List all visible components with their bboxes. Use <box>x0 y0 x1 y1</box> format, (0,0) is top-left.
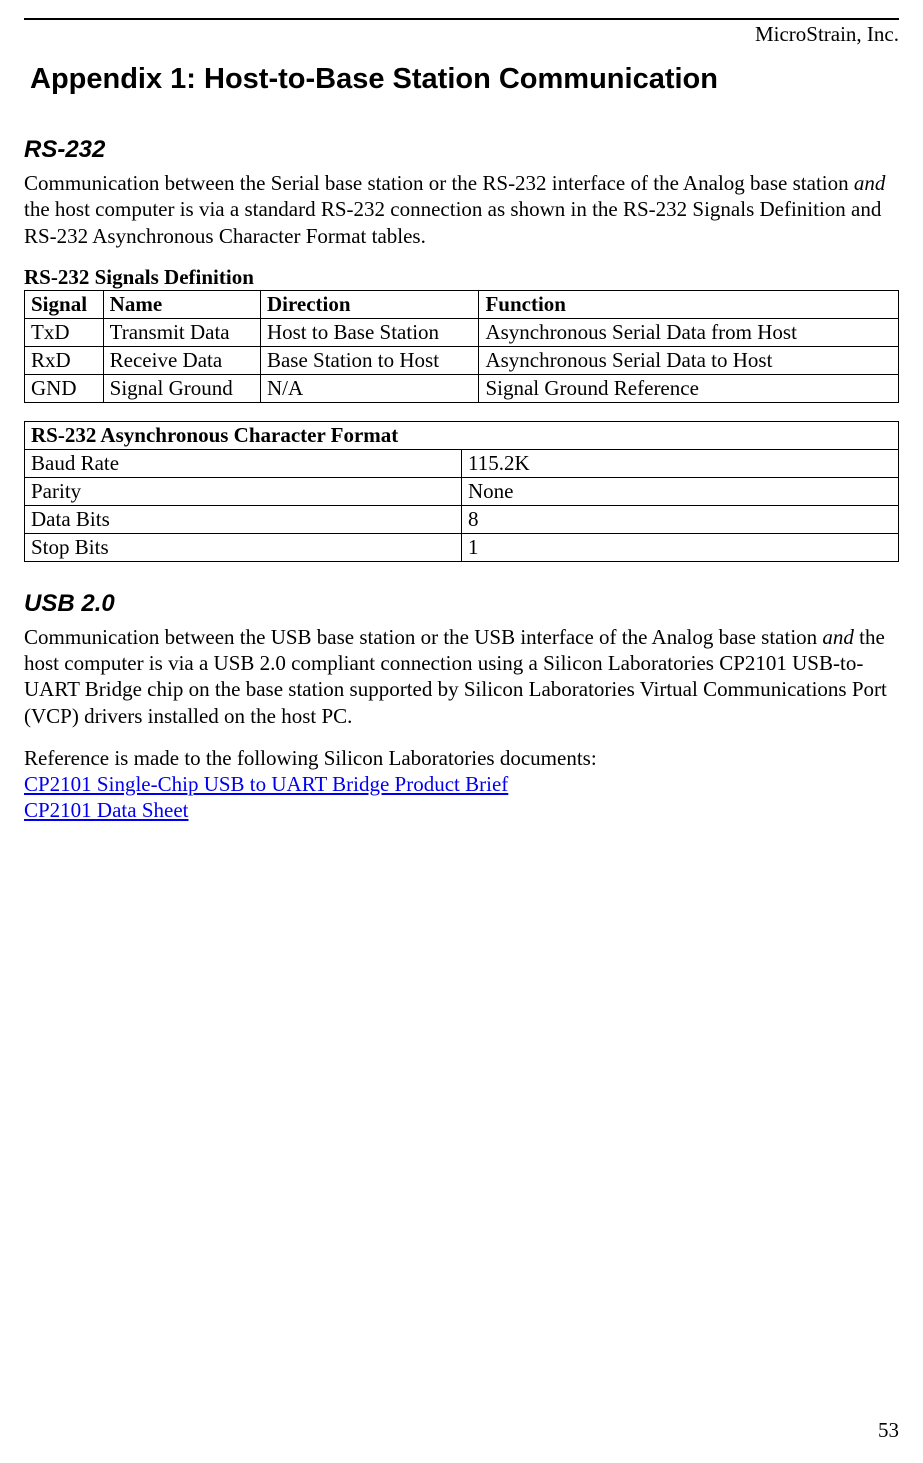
table-row: Stop Bits 1 <box>25 533 899 561</box>
link-cp2101-brief[interactable]: CP2101 Single-Chip USB to UART Bridge Pr… <box>24 772 508 796</box>
rs232-intro: Communication between the Serial base st… <box>24 170 899 249</box>
cell: Host to Base Station <box>260 318 479 346</box>
cell: Asynchronous Serial Data to Host <box>479 346 899 374</box>
table-row: Baud Rate 115.2K <box>25 449 899 477</box>
link-cp2101-datasheet[interactable]: CP2101 Data Sheet <box>24 798 188 822</box>
page-title: Appendix 1: Host-to-Base Station Communi… <box>30 63 899 96</box>
cell: Transmit Data <box>103 318 260 346</box>
usb-section: USB 2.0 Communication between the USB ba… <box>24 590 899 824</box>
cell: Receive Data <box>103 346 260 374</box>
reference-line: Reference is made to the following Silic… <box>24 745 899 771</box>
cell: 8 <box>462 505 899 533</box>
rs232-intro-italic: and <box>854 171 886 195</box>
col-header-function: Function <box>479 290 899 318</box>
table-row: Parity None <box>25 477 899 505</box>
col-header-signal: Signal <box>25 290 104 318</box>
cell: TxD <box>25 318 104 346</box>
rs232-intro-pre: Communication between the Serial base st… <box>24 171 854 195</box>
document-page: MicroStrain, Inc. Appendix 1: Host-to-Ba… <box>0 0 923 1463</box>
col-header-direction: Direction <box>260 290 479 318</box>
table-row: GND Signal Ground N/A Signal Ground Refe… <box>25 374 899 402</box>
col-header-name: Name <box>103 290 260 318</box>
cell: Stop Bits <box>25 533 462 561</box>
cell: RxD <box>25 346 104 374</box>
char-format-title: RS-232 Asynchronous Character Format <box>25 421 899 449</box>
cell: GND <box>25 374 104 402</box>
signals-table: Signal Name Direction Function TxD Trans… <box>24 290 899 403</box>
cell: Baud Rate <box>25 449 462 477</box>
cell: N/A <box>260 374 479 402</box>
header-rule <box>24 18 899 20</box>
signals-table-caption: RS-232 Signals Definition <box>24 265 899 290</box>
table-row: TxD Transmit Data Host to Base Station A… <box>25 318 899 346</box>
cell: 115.2K <box>462 449 899 477</box>
table-title-row: RS-232 Asynchronous Character Format <box>25 421 899 449</box>
header-company: MicroStrain, Inc. <box>24 22 899 47</box>
cell: 1 <box>462 533 899 561</box>
cell: Data Bits <box>25 505 462 533</box>
table-row: Data Bits 8 <box>25 505 899 533</box>
cell: Parity <box>25 477 462 505</box>
cell: Signal Ground Reference <box>479 374 899 402</box>
cell: Signal Ground <box>103 374 260 402</box>
table-row: RxD Receive Data Base Station to Host As… <box>25 346 899 374</box>
usb-intro: Communication between the USB base stati… <box>24 624 899 729</box>
char-format-table: RS-232 Asynchronous Character Format Bau… <box>24 421 899 562</box>
section-heading-rs232: RS-232 <box>24 136 899 164</box>
cell: Base Station to Host <box>260 346 479 374</box>
table-header-row: Signal Name Direction Function <box>25 290 899 318</box>
page-number: 53 <box>878 1418 899 1443</box>
rs232-intro-post: the host computer is via a standard RS-2… <box>24 197 881 247</box>
usb-intro-italic: and <box>822 625 854 649</box>
section-heading-usb: USB 2.0 <box>24 590 899 618</box>
cell: None <box>462 477 899 505</box>
reference-block: Reference is made to the following Silic… <box>24 745 899 824</box>
cell: Asynchronous Serial Data from Host <box>479 318 899 346</box>
usb-intro-pre: Communication between the USB base stati… <box>24 625 822 649</box>
